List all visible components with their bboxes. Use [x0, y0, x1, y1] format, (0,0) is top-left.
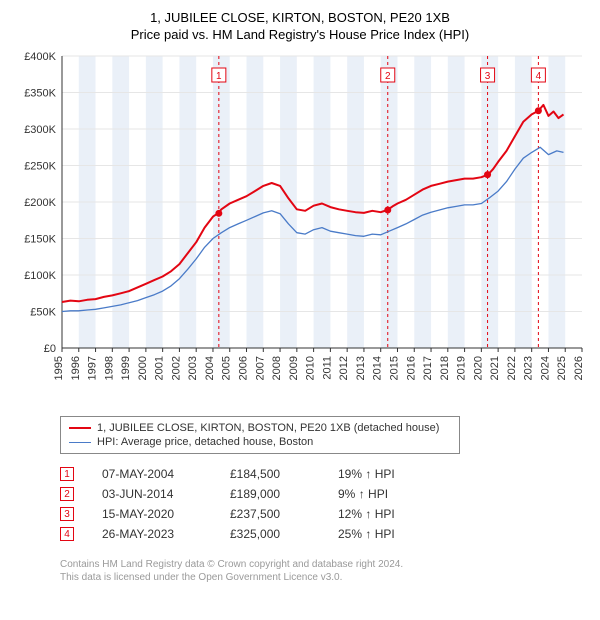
tx-price: £189,000 [230, 487, 310, 501]
svg-text:1997: 1997 [87, 356, 99, 380]
tx-marker-1: 1 [60, 467, 74, 481]
tx-date: 07-MAY-2004 [102, 467, 202, 481]
tx-price: £325,000 [230, 527, 310, 541]
svg-text:2007: 2007 [254, 356, 266, 380]
table-row: 2 03-JUN-2014 £189,000 9% ↑ HPI [60, 484, 590, 504]
legend-swatch-property [69, 427, 91, 429]
svg-text:1: 1 [216, 71, 222, 82]
svg-text:2021: 2021 [489, 356, 501, 380]
svg-text:2023: 2023 [523, 356, 535, 380]
tx-diff: 9% ↑ HPI [338, 487, 428, 501]
svg-text:2005: 2005 [221, 356, 233, 380]
svg-text:2015: 2015 [388, 356, 400, 380]
svg-text:2004: 2004 [204, 356, 216, 380]
svg-text:2000: 2000 [137, 356, 149, 380]
tx-marker-2: 2 [60, 487, 74, 501]
svg-text:1996: 1996 [70, 356, 82, 380]
svg-text:2002: 2002 [170, 356, 182, 380]
chart-container: 1, JUBILEE CLOSE, KIRTON, BOSTON, PE20 1… [0, 0, 600, 594]
tx-date: 03-JUN-2014 [102, 487, 202, 501]
svg-text:2003: 2003 [187, 356, 199, 380]
svg-text:2012: 2012 [338, 356, 350, 380]
svg-text:2022: 2022 [506, 356, 518, 380]
table-row: 4 26-MAY-2023 £325,000 25% ↑ HPI [60, 524, 590, 544]
svg-text:2024: 2024 [539, 356, 551, 380]
svg-text:£50K: £50K [30, 307, 56, 319]
svg-text:3: 3 [485, 71, 491, 82]
svg-text:2010: 2010 [305, 356, 317, 380]
legend: 1, JUBILEE CLOSE, KIRTON, BOSTON, PE20 1… [60, 416, 460, 454]
svg-text:2017: 2017 [422, 356, 434, 380]
tx-diff: 19% ↑ HPI [338, 467, 428, 481]
svg-text:1998: 1998 [103, 356, 115, 380]
svg-text:£200K: £200K [24, 197, 56, 209]
tx-price: £237,500 [230, 507, 310, 521]
svg-text:1999: 1999 [120, 356, 132, 380]
svg-text:2018: 2018 [439, 356, 451, 380]
table-row: 3 15-MAY-2020 £237,500 12% ↑ HPI [60, 504, 590, 524]
footer-line1: Contains HM Land Registry data © Crown c… [60, 558, 590, 571]
svg-text:2019: 2019 [456, 356, 468, 380]
svg-text:£100K: £100K [24, 270, 56, 282]
svg-text:2020: 2020 [472, 356, 484, 380]
tx-price: £184,500 [230, 467, 310, 481]
footer-attribution: Contains HM Land Registry data © Crown c… [60, 558, 590, 584]
svg-text:2008: 2008 [271, 356, 283, 380]
tx-diff: 25% ↑ HPI [338, 527, 428, 541]
tx-date: 26-MAY-2023 [102, 527, 202, 541]
tx-marker-3: 3 [60, 507, 74, 521]
svg-text:4: 4 [536, 71, 542, 82]
svg-text:£0: £0 [44, 343, 56, 355]
title-address: 1, JUBILEE CLOSE, KIRTON, BOSTON, PE20 1… [10, 10, 590, 25]
svg-text:2009: 2009 [288, 356, 300, 380]
svg-text:2011: 2011 [321, 356, 333, 380]
svg-text:2026: 2026 [573, 356, 585, 380]
svg-text:2: 2 [385, 71, 391, 82]
svg-text:£350K: £350K [24, 88, 56, 100]
title-block: 1, JUBILEE CLOSE, KIRTON, BOSTON, PE20 1… [10, 10, 590, 42]
svg-text:£150K: £150K [24, 234, 56, 246]
tx-date: 15-MAY-2020 [102, 507, 202, 521]
tx-diff: 12% ↑ HPI [338, 507, 428, 521]
svg-text:1995: 1995 [53, 356, 65, 380]
svg-text:£400K: £400K [24, 51, 56, 63]
legend-label-property: 1, JUBILEE CLOSE, KIRTON, BOSTON, PE20 1… [97, 422, 439, 434]
tx-marker-4: 4 [60, 527, 74, 541]
legend-item-property: 1, JUBILEE CLOSE, KIRTON, BOSTON, PE20 1… [69, 421, 451, 435]
title-subtitle: Price paid vs. HM Land Registry's House … [10, 27, 590, 42]
legend-label-hpi: HPI: Average price, detached house, Bost… [97, 436, 313, 448]
svg-text:2013: 2013 [355, 356, 367, 380]
svg-text:2006: 2006 [238, 356, 250, 380]
svg-text:2025: 2025 [556, 356, 568, 380]
svg-text:2014: 2014 [372, 356, 384, 380]
transaction-table: 1 07-MAY-2004 £184,500 19% ↑ HPI 2 03-JU… [60, 464, 590, 544]
legend-swatch-hpi [69, 442, 91, 443]
chart-svg: £0 £50K £100K £150K £200K £250K £300K £350K £400… [10, 50, 590, 410]
svg-text:£250K: £250K [24, 161, 56, 173]
svg-text:£300K: £300K [24, 124, 56, 136]
table-row: 1 07-MAY-2004 £184,500 19% ↑ HPI [60, 464, 590, 484]
legend-item-hpi: HPI: Average price, detached house, Bost… [69, 435, 451, 449]
footer-line2: This data is licensed under the Open Gov… [60, 571, 590, 584]
svg-text:2001: 2001 [154, 356, 166, 380]
chart: £0 £50K £100K £150K £200K £250K £300K £350K £400… [10, 50, 590, 410]
svg-text:2016: 2016 [405, 356, 417, 380]
